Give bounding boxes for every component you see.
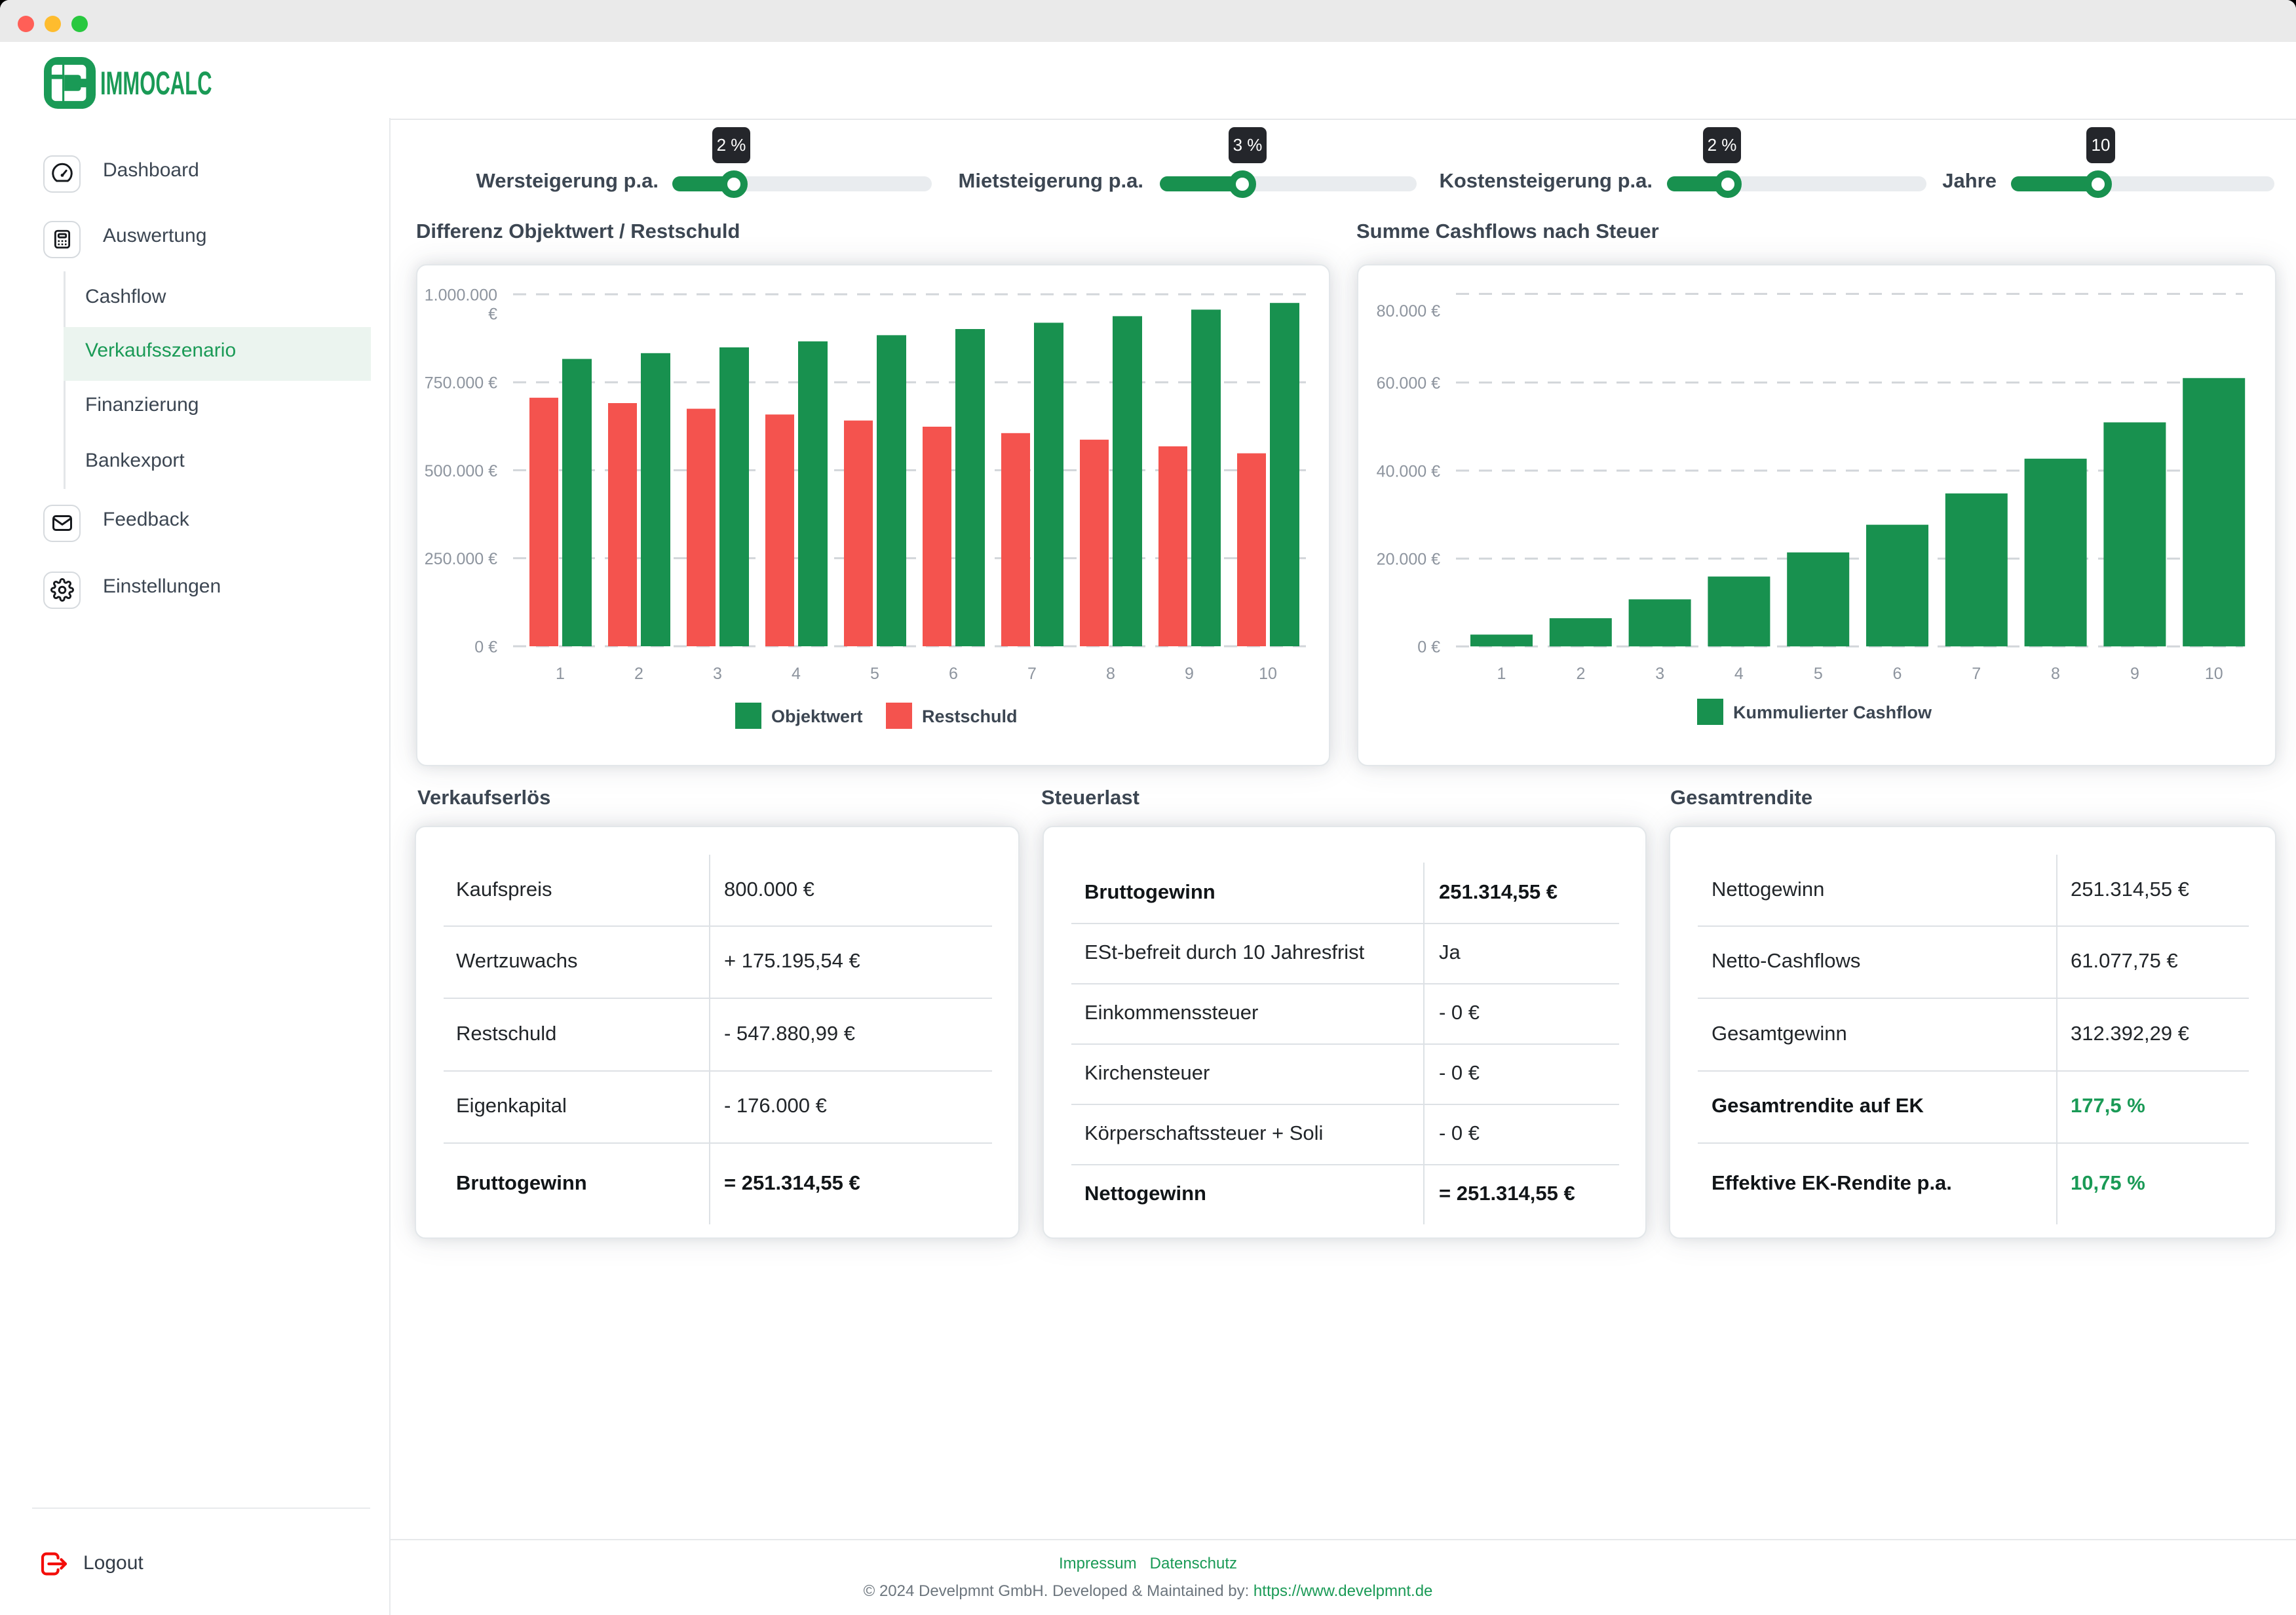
svg-text:1: 1 xyxy=(556,665,565,683)
svg-text:1: 1 xyxy=(1497,665,1506,683)
svg-text:500.000 €: 500.000 € xyxy=(425,462,497,480)
svg-text:5: 5 xyxy=(1814,665,1823,683)
svg-text:3: 3 xyxy=(1655,665,1664,683)
svg-text:2: 2 xyxy=(634,665,643,683)
svg-text:40.000 €: 40.000 € xyxy=(1377,462,1440,480)
svg-text:Objektwert: Objektwert xyxy=(771,707,863,726)
svg-text:60.000 €: 60.000 € xyxy=(1377,374,1440,393)
svg-text:750.000 €: 750.000 € xyxy=(425,374,497,393)
svg-text:9: 9 xyxy=(2130,665,2139,683)
svg-text:10: 10 xyxy=(1259,665,1277,683)
svg-text:2: 2 xyxy=(1576,665,1585,683)
svg-text:8: 8 xyxy=(1106,665,1115,683)
svg-text:5: 5 xyxy=(870,665,879,683)
svg-text:7: 7 xyxy=(1027,665,1037,683)
svg-text:0 €: 0 € xyxy=(1417,638,1440,657)
svg-text:€: € xyxy=(488,305,497,323)
svg-text:9: 9 xyxy=(1185,665,1194,683)
svg-text:7: 7 xyxy=(1972,665,1981,683)
svg-text:1.000.000: 1.000.000 xyxy=(425,286,497,304)
svg-text:4: 4 xyxy=(792,665,801,683)
svg-text:4: 4 xyxy=(1734,665,1744,683)
svg-text:Restschuld: Restschuld xyxy=(922,707,1018,726)
svg-text:Kummulierter Cashflow: Kummulierter Cashflow xyxy=(1733,703,1932,722)
svg-text:20.000 €: 20.000 € xyxy=(1377,551,1440,569)
svg-text:0 €: 0 € xyxy=(474,638,497,656)
svg-text:80.000 €: 80.000 € xyxy=(1377,302,1440,321)
svg-text:6: 6 xyxy=(949,665,958,683)
svg-text:6: 6 xyxy=(1892,665,1902,683)
svg-text:10: 10 xyxy=(2205,665,2223,683)
svg-text:3: 3 xyxy=(713,665,722,683)
svg-text:8: 8 xyxy=(2051,665,2060,683)
svg-text:250.000 €: 250.000 € xyxy=(425,550,497,568)
